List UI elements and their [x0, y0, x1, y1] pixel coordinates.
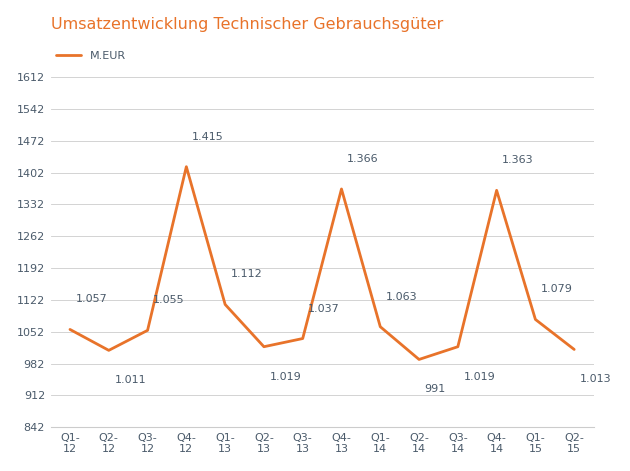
M.EUR — [338, 186, 345, 192]
Text: 1.011: 1.011 — [114, 375, 146, 385]
Text: 991: 991 — [425, 384, 446, 394]
M.EUR — [144, 327, 151, 333]
Text: 1.019: 1.019 — [464, 372, 495, 382]
Text: 1.013: 1.013 — [580, 374, 611, 384]
M.EUR — [183, 164, 190, 170]
M.EUR — [260, 344, 268, 349]
M.EUR — [570, 347, 578, 352]
M.EUR — [299, 336, 306, 341]
Text: 1.366: 1.366 — [347, 154, 379, 164]
M.EUR — [377, 324, 384, 330]
Text: 1.112: 1.112 — [231, 269, 263, 279]
Text: 1.019: 1.019 — [270, 372, 301, 382]
M.EUR — [454, 344, 462, 349]
Line: M.EUR: M.EUR — [70, 167, 574, 359]
M.EUR — [221, 301, 229, 307]
M.EUR — [493, 187, 500, 193]
Text: Umsatzentwicklung Technischer Gebrauchsgüter: Umsatzentwicklung Technischer Gebrauchsg… — [50, 16, 443, 32]
Text: 1.057: 1.057 — [76, 294, 107, 304]
M.EUR — [415, 357, 423, 362]
Text: 1.363: 1.363 — [502, 155, 534, 165]
M.EUR — [105, 348, 113, 353]
Text: 1.079: 1.079 — [541, 284, 573, 294]
Legend: M.EUR: M.EUR — [56, 51, 125, 61]
Text: 1.055: 1.055 — [153, 295, 185, 305]
M.EUR — [532, 317, 539, 322]
Text: 1.037: 1.037 — [308, 303, 340, 314]
Text: 1.415: 1.415 — [192, 132, 224, 142]
M.EUR — [66, 326, 74, 332]
Text: 1.063: 1.063 — [386, 292, 418, 302]
